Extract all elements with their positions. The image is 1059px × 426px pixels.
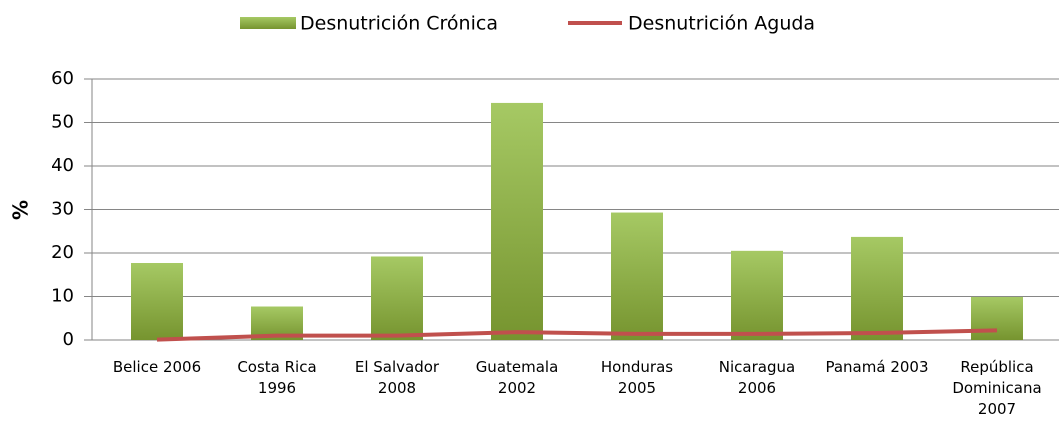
y-tick-label: 50 <box>51 112 74 133</box>
x-tick-label: Honduras 2005 <box>600 358 674 397</box>
x-tick-label: Panamá 2003 <box>825 358 929 376</box>
x-tick-label: El Salvador 2008 <box>354 358 440 397</box>
bar <box>491 102 543 340</box>
y-axis-label: % <box>9 200 33 220</box>
bar <box>131 263 183 340</box>
y-tick-label: 40 <box>51 155 74 176</box>
legend-swatch <box>240 17 296 29</box>
y-tick-label: 60 <box>51 68 74 89</box>
x-tick-label: Guatemala 2002 <box>475 358 559 397</box>
y-tick-label: 10 <box>51 286 74 307</box>
y-tick-label: 0 <box>63 329 74 350</box>
x-tick-label: Belice 2006 <box>112 358 202 376</box>
legend-label: Desnutrición Crónica <box>300 13 498 35</box>
bar <box>731 250 783 340</box>
legend-label: Desnutrición Aguda <box>628 13 815 35</box>
y-tick-label: 20 <box>51 242 74 263</box>
bar <box>971 296 1023 340</box>
x-tick-label: República Dominicana 2007 <box>952 358 1042 418</box>
bar <box>611 212 663 340</box>
bar <box>371 256 423 340</box>
x-tick-label: Costa Rica 1996 <box>237 358 317 397</box>
bar <box>851 236 903 340</box>
line <box>156 328 998 342</box>
y-tick-label: 30 <box>51 199 74 220</box>
x-tick-label: Nicaragua 2006 <box>718 358 796 397</box>
